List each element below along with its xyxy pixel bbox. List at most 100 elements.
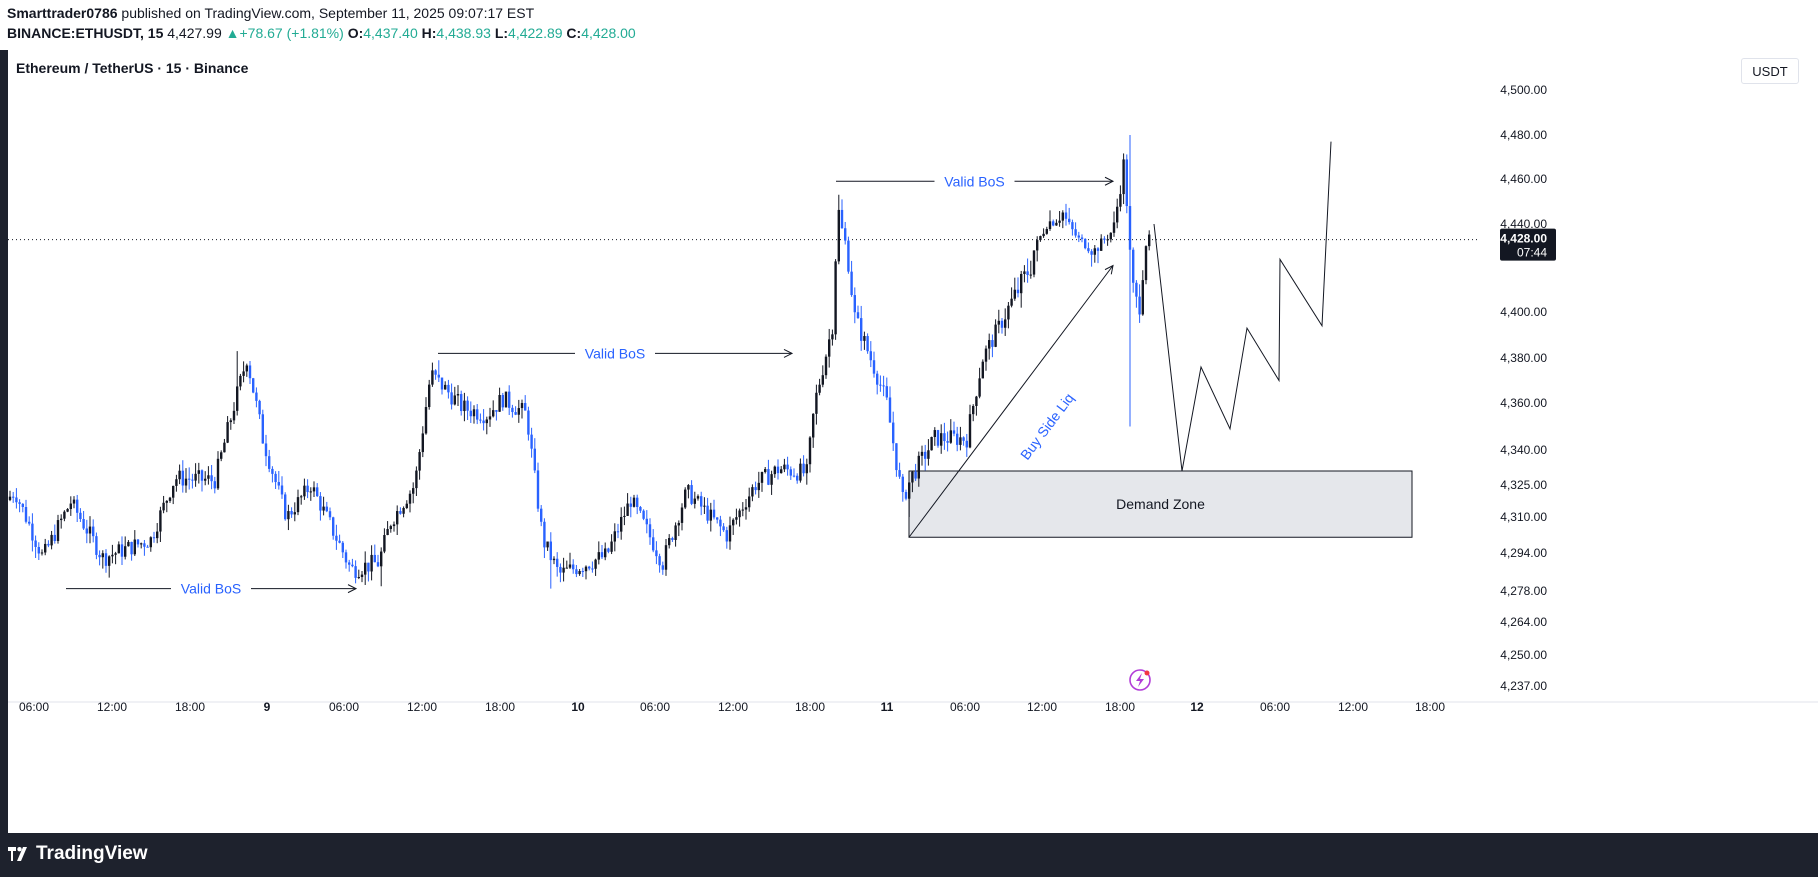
price-chart[interactable]: 4,237.00 4,250.00 4,264.00 4,278.00 4,294.00… [8, 50, 1818, 833]
candle-body [581, 571, 584, 573]
candle-body [303, 485, 306, 497]
candle-body [530, 434, 533, 449]
candle-body [984, 348, 988, 362]
candle-body [357, 577, 360, 579]
candle-body [354, 566, 357, 578]
candle-body [892, 422, 895, 444]
candle-body [712, 509, 716, 518]
candle-body [1087, 248, 1090, 252]
candle-body [325, 506, 328, 512]
candle-body [1052, 221, 1055, 226]
candle-body [50, 534, 53, 546]
open-label: O: [347, 25, 364, 41]
candle-body [716, 517, 719, 520]
symbol-label: BINANCE:ETHUSDT, 15 [7, 25, 164, 41]
candle-body [853, 295, 856, 313]
candle-body [869, 351, 872, 361]
candle-body [261, 414, 264, 444]
candle-body [117, 544, 120, 554]
candle-body [82, 519, 85, 529]
chart-title: Ethereum / TetherUS · 15 · Binance [16, 60, 249, 76]
candle-body [975, 396, 978, 406]
candle-body [338, 540, 341, 543]
price-axis-bg [1480, 50, 1818, 833]
candle-body [274, 473, 277, 483]
footer-bar: TradingView [0, 833, 1818, 877]
candle-body [1077, 235, 1080, 238]
candle-body [792, 475, 796, 477]
candle-body [786, 464, 789, 470]
candle-body [335, 535, 338, 541]
tradingview-logo[interactable]: TradingView [8, 843, 148, 865]
candle-body [373, 554, 376, 563]
candle-body [268, 456, 271, 469]
candle-body [940, 433, 943, 446]
time-tick-label: 10 [571, 700, 585, 714]
candle-body [488, 416, 492, 420]
candle-body [168, 497, 172, 501]
candle-body [1023, 271, 1026, 274]
lightning-icon[interactable] [1129, 669, 1151, 691]
demand-zone-box [908, 470, 1413, 538]
candle-body [930, 437, 933, 451]
candle-body [242, 371, 245, 376]
candle-body [312, 487, 316, 492]
price-tick-label: 4,325.00 [1500, 478, 1547, 492]
open-value: 4,437.40 [363, 25, 418, 41]
candle-body [1084, 238, 1087, 249]
candle-body [136, 539, 140, 545]
candle-body [248, 365, 252, 379]
chart-pane[interactable]: 4,237.00 4,250.00 4,264.00 4,278.00 4,294.00… [8, 50, 1818, 833]
candle-body [680, 507, 684, 523]
candle-body [44, 543, 47, 553]
currency-selector[interactable]: USDT [1741, 58, 1799, 84]
candle-body [927, 450, 930, 459]
price-tick-label: 4,340.00 [1500, 443, 1547, 457]
candle-body [591, 568, 594, 570]
candle-body [789, 469, 792, 476]
price-tick-label: 4,400.00 [1500, 305, 1547, 319]
candle-body [844, 228, 847, 241]
candle-body [972, 405, 975, 415]
candle-body [127, 541, 130, 547]
candle-body [31, 523, 34, 541]
price-tick-label: 4,440.00 [1500, 217, 1547, 231]
candle-body [152, 537, 156, 539]
candle-body [162, 502, 165, 511]
candle-body [933, 430, 936, 438]
candle-body [1026, 271, 1029, 276]
candle-body [610, 541, 613, 552]
candle-body [709, 509, 712, 521]
candle-body [1048, 221, 1052, 229]
candle-body [434, 370, 437, 375]
candle-body [546, 541, 549, 548]
bos-arrowhead [347, 584, 358, 594]
bos-arrowhead [1104, 176, 1115, 186]
time-tick-label: 12:00 [1338, 700, 1368, 714]
low-label: L: [494, 25, 509, 41]
candle-body [952, 430, 956, 434]
candle-body [1106, 239, 1109, 241]
candle-body [872, 360, 876, 374]
time-tick-label: 06:00 [950, 700, 980, 714]
candle-body [79, 512, 82, 520]
candle-body [479, 419, 482, 421]
candle-body [293, 512, 296, 515]
candle-body [1020, 273, 1023, 294]
candle-body [300, 496, 303, 498]
candle-body [751, 487, 754, 497]
candle-body [1119, 194, 1122, 207]
candle-body [120, 544, 124, 557]
candle-body [24, 506, 28, 522]
candle-body [140, 543, 143, 545]
candle-body [101, 553, 104, 558]
candle-body [421, 433, 424, 453]
candle-body [840, 209, 844, 229]
time-tick-label: 18:00 [795, 700, 825, 714]
candle-body [66, 509, 69, 512]
candle-body [133, 539, 136, 555]
candle-body [764, 469, 767, 473]
price-tick-label: 4,264.00 [1500, 615, 1547, 629]
author-name[interactable]: Smarttrader0786 [7, 5, 118, 21]
candle-body [296, 497, 300, 513]
